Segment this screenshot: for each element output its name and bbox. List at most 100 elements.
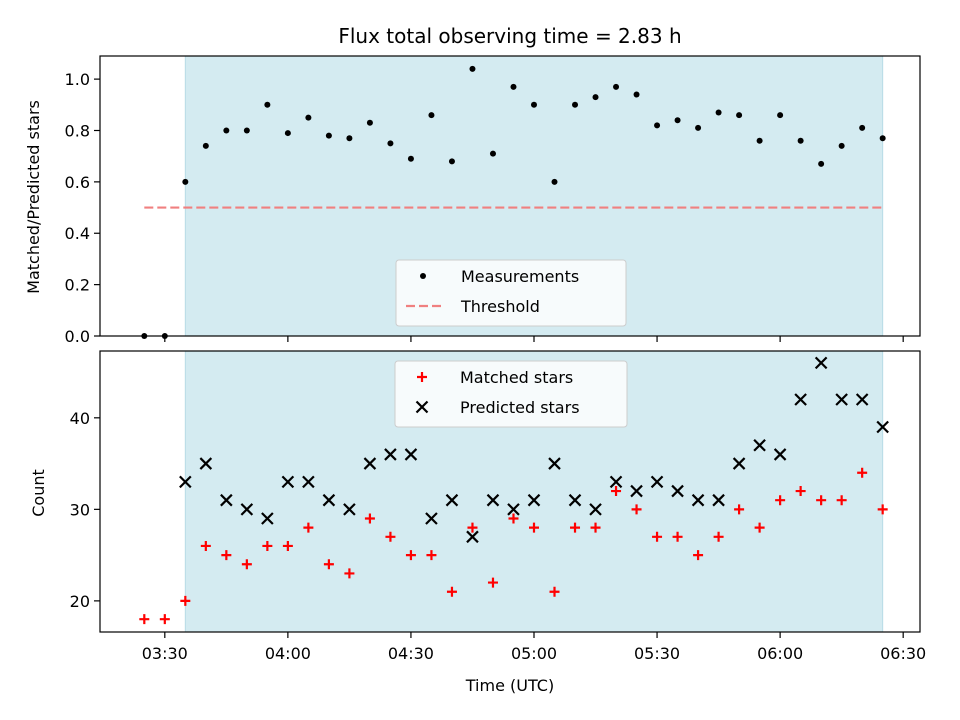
matched-star-point [590,522,601,533]
matched-star-point [693,550,704,561]
predicted-star-point [486,493,500,507]
measurement-point [305,114,312,121]
predicted-star-point [548,457,561,470]
y-tick-label: 40 [70,409,90,428]
matched-star-point [672,531,683,542]
measurement-point [264,101,271,108]
matched-star-point [631,504,642,515]
y-tick-label: 0.2 [65,276,90,295]
predicted-star-point [589,503,602,516]
x-tick-label: 05:00 [511,644,557,663]
predicted-star-point [753,438,766,452]
measurement-point [633,91,640,98]
predicted-star-point [425,512,438,525]
measurement-point [489,150,496,157]
matched-star-point [795,486,806,497]
predicted-star-point [281,475,295,489]
matched-star-point [487,577,498,588]
matched-star-point [303,522,314,533]
legend-measurement-marker [420,273,426,279]
matched-star-point [241,559,252,570]
measurement-point [448,158,455,165]
measurement-point [469,65,476,72]
measurement-point [551,178,558,185]
measurement-point [613,83,620,90]
measurement-point [346,135,353,142]
predicted-star-point [445,493,459,507]
measurement-point [695,124,702,131]
matched-star-point [282,540,293,551]
measurement-point [202,142,209,149]
x-tick-label: 04:00 [265,644,311,663]
legend-label: Matched stars [460,368,573,387]
measurement-point [387,140,394,147]
measurement-point [777,112,784,119]
y-tick-label: 30 [70,500,90,519]
matched-star-point [467,522,478,533]
y-tick-label: 0.4 [65,224,90,243]
chart-title: Flux total observing time = 2.83 h [338,24,681,48]
predicted-star-point [199,457,213,470]
x-tick-label: 04:30 [388,644,434,663]
measurement-point [223,127,230,134]
matched-star-point [180,595,191,606]
measurement-point [407,155,414,162]
matched-star-point [570,522,581,533]
matched-star-point [364,513,375,524]
matched-star-point [857,467,868,478]
top-panel: 0.0 0.2 0.4 0.6 0.8 1.0 Measurements Threshold [65,55,921,346]
measurement-point [736,112,743,119]
predicted-star-point [876,420,889,434]
measurement-point [797,137,804,144]
predicted-star-point [384,448,397,461]
measurement-point [756,137,763,144]
measurement-point [674,117,681,124]
legend-matched-marker [417,372,427,382]
predicted-star-point [302,475,315,489]
matched-star-point [549,586,560,597]
predicted-star-point [507,503,520,516]
matched-star-point [405,550,416,561]
matched-star-point [754,522,765,533]
measurement-point [510,83,517,90]
matched-star-point [385,531,396,542]
predicted-star-point [671,484,684,498]
measurement-point [818,160,825,167]
matched-star-point [734,504,745,515]
predicted-star-point [609,475,623,489]
measurement-point [428,112,435,119]
matched-star-point [528,522,539,533]
y-tick-label: 1.0 [65,70,90,89]
y-tick-label: 20 [70,592,90,611]
matched-star-point [508,513,519,524]
measurement-point [654,122,661,129]
x-axis-label: Time (UTC) [465,676,554,695]
x-tick-label: 06:00 [757,644,803,663]
predicted-star-point [855,393,869,406]
bottom-y-axis-label: Count [29,469,48,517]
predicted-star-point [773,448,787,461]
predicted-star-point [220,493,233,507]
measurement-point [715,109,722,116]
measurement-point [182,178,189,185]
measurement-point [838,142,845,149]
x-tick-label: 05:30 [634,644,680,663]
matched-star-point [200,540,211,551]
bottom-legend: Matched stars Predicted stars [394,360,628,428]
measurement-point [366,119,373,126]
measurement-point [879,135,886,142]
y-tick-label: 0.0 [65,327,90,346]
y-tick-label: 0.8 [65,121,90,140]
matched-star-point [775,495,786,506]
matched-star-point [611,486,622,497]
bottom-panel: 20 30 40 03:30 04:00 04:30 05:00 05:30 06:00 06:3… [70,350,926,663]
measurement-point [572,101,579,108]
matched-star-point [652,531,663,542]
measurement-point [859,124,866,131]
matched-star-point [344,568,355,579]
x-tick-label: 03:30 [142,644,188,663]
matched-star-point [221,550,232,561]
matched-star-point [446,586,457,597]
predicted-star-point [630,484,643,498]
